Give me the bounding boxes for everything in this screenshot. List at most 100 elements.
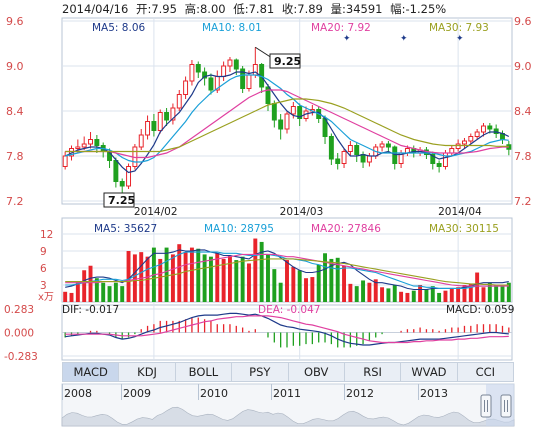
volume-bar	[75, 281, 80, 302]
volume-bar	[272, 269, 277, 302]
indicator-tabs: MACD KDJ BOLL PSY OBV RSI WVAD CCI	[62, 362, 514, 382]
candle-body	[94, 139, 100, 146]
volume-bar	[88, 265, 93, 302]
volume-bar	[468, 283, 473, 302]
price-ma-legend: MA10: 8.01	[202, 22, 262, 34]
volume-bar	[373, 279, 378, 302]
timeline-handle-grip	[480, 394, 492, 418]
volume-unit-label: x万	[38, 292, 54, 303]
volume-bar	[120, 286, 125, 302]
volume-bar	[316, 264, 321, 302]
volume-bar	[107, 286, 112, 302]
tab-psy[interactable]: PSY	[232, 363, 289, 381]
min-callout-box	[103, 192, 135, 208]
timeline-year-label: 2011	[273, 387, 301, 400]
volume-axis-tick: 9	[40, 246, 47, 258]
tab-macd[interactable]: MACD	[63, 363, 120, 381]
candle-body	[385, 143, 391, 148]
candle-body	[81, 143, 87, 148]
min-price-label: 7.25	[108, 194, 135, 207]
star-marker: ✦	[456, 34, 464, 44]
candle-body	[183, 80, 189, 95]
volume-bar	[266, 254, 270, 302]
tab-cci[interactable]: CCI	[475, 365, 496, 379]
volume-bar	[500, 286, 505, 302]
volume-bar	[82, 270, 87, 302]
max-price-label: 9.25	[274, 55, 301, 68]
volume-bar	[196, 248, 201, 302]
timeline-sparkline	[61, 406, 515, 427]
candle-body	[278, 119, 284, 130]
volume-bar	[63, 291, 68, 302]
tab-boll[interactable]: BOLL	[176, 363, 233, 381]
volume-bar	[380, 287, 385, 302]
macd-dea-line	[65, 315, 509, 344]
candle-body	[360, 154, 366, 163]
star-marker: ✦	[343, 34, 351, 44]
candle-body	[284, 113, 290, 130]
candle-body	[487, 125, 493, 130]
macd-value-label: MACD: 0.059	[446, 304, 514, 316]
candle-body	[481, 125, 486, 133]
quote-date: 2014/04/16	[62, 2, 129, 16]
volume-bar	[462, 285, 467, 302]
timeline-year-label: 2013	[420, 387, 448, 400]
tab-wvad[interactable]: WVAD	[401, 363, 458, 381]
volume-bar	[418, 285, 423, 302]
tab-obv[interactable]: OBV	[289, 363, 345, 381]
price-axis-tick-left: 7.8	[6, 150, 24, 163]
max-callout-box	[269, 53, 301, 69]
volume-bar	[291, 266, 296, 302]
timeline-handle[interactable]	[480, 394, 492, 418]
price-axis-tick-left: 9.6	[6, 15, 24, 28]
candle-body	[436, 163, 442, 167]
volume-bar	[494, 285, 499, 302]
price-axis-tick-left: 9.0	[6, 60, 24, 73]
timeline-handle[interactable]	[500, 394, 512, 418]
macd-axis-tick: -0.283	[4, 351, 38, 363]
candle-body	[170, 107, 176, 121]
volume-bar	[94, 278, 99, 302]
macd-axis-tick: 0.000	[4, 328, 34, 340]
price-axis-tick-right: 8.4	[514, 105, 532, 118]
macd-dea-label: DEA: -0.047	[258, 304, 320, 316]
quote-high: 高:8.00	[184, 2, 226, 16]
candle-body	[221, 65, 227, 77]
volume-bar	[113, 282, 118, 302]
volume-bar	[170, 254, 175, 302]
candle-body	[379, 143, 385, 148]
volume-bar	[240, 256, 245, 302]
candle-body	[176, 94, 182, 109]
volume-bar	[227, 255, 232, 302]
volume-bar	[221, 258, 226, 302]
volume-bar	[361, 280, 366, 302]
candle-body	[145, 121, 151, 136]
volume-bar	[443, 290, 448, 302]
price-ma10-line	[65, 74, 509, 163]
candle-body	[354, 145, 360, 155]
quote-header: 2014/04/16 开:7.95 高:8.00 低:7.81 收:7.89 量…	[62, 1, 450, 17]
candle-body	[75, 146, 81, 149]
volume-bar	[139, 252, 144, 302]
volume-bar	[158, 258, 163, 302]
quote-low: 低:7.81	[233, 2, 275, 16]
candle-body	[151, 121, 157, 131]
candle-body	[462, 140, 467, 145]
volume-bar	[481, 287, 486, 302]
timeline-year-label: 2008	[64, 387, 92, 400]
candle-body	[195, 64, 201, 73]
macd-dif-line	[65, 312, 509, 346]
timeline-year-label: 2012	[346, 387, 374, 400]
tab-kdj[interactable]: KDJ	[119, 363, 176, 381]
tab-rsi[interactable]: RSI	[345, 363, 402, 381]
candle-body	[474, 131, 480, 137]
volume-bar	[215, 253, 220, 302]
volume-ma20-line	[65, 253, 509, 287]
price-ma-legend: MA5: 8.06	[92, 22, 145, 34]
candle-body	[62, 155, 68, 167]
candle-body	[189, 64, 195, 82]
volume-bar	[285, 260, 289, 302]
price-axis-tick-right: 7.2	[514, 195, 532, 208]
candle-body	[265, 86, 271, 104]
